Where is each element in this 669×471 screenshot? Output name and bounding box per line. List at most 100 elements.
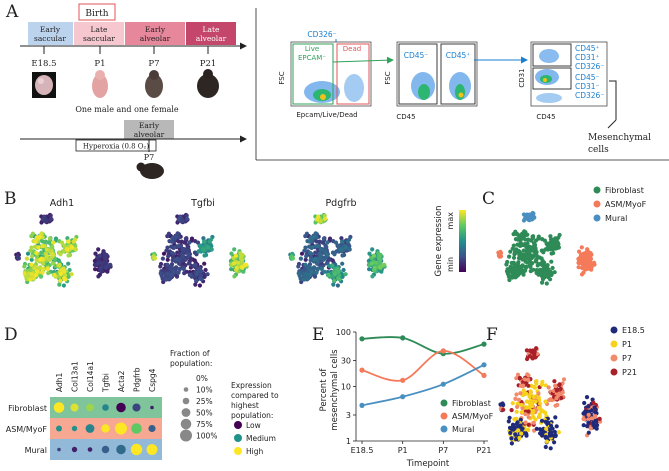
umap-cell [546, 267, 551, 272]
umap-cell [311, 266, 316, 271]
chart-series-line [361, 336, 485, 355]
umap-cell [525, 241, 530, 246]
umap-cell [529, 383, 534, 388]
chart-y-tick-label: 3 [346, 411, 351, 420]
umap-cell [340, 261, 345, 266]
umap-cell [498, 254, 504, 259]
umap-cell [29, 262, 34, 267]
umap-cell [73, 244, 78, 249]
umap-cell [546, 385, 551, 390]
umap-cell [45, 266, 50, 272]
chart-legend-mural-dot [440, 425, 448, 433]
umap-cell [310, 245, 315, 250]
umap-cell [326, 272, 331, 277]
umap-cell [98, 265, 103, 270]
facs1-dead-label: Dead [343, 45, 361, 53]
umap-cell [308, 258, 313, 263]
umap-cell [29, 254, 35, 259]
umap-cell [347, 244, 352, 249]
gene-umap-panel: Adh1 Tgfbi Pdgfrb Gene expression min ma… [14, 198, 466, 288]
umap-cell [185, 216, 190, 221]
facs1-live-label: Live EPCAM⁻ [298, 45, 326, 62]
umap-cell [187, 240, 192, 245]
facs2-gate-right-label: CD45⁺ [446, 51, 471, 60]
stage-late-saccular [74, 22, 124, 45]
umap-cell [319, 266, 324, 272]
umap-cell [303, 257, 308, 262]
umap-cell [181, 266, 186, 272]
umap-cell [511, 255, 517, 260]
fraction-legend-label: 100% [196, 432, 217, 441]
umap-cell [36, 245, 41, 250]
umap-cell [589, 412, 594, 417]
umap-cell [167, 276, 172, 281]
umap-cell [524, 216, 529, 221]
umap-cell [100, 260, 105, 265]
legend-p21: P21 [622, 368, 637, 377]
umap-cell [231, 261, 237, 266]
umap-cell [71, 239, 76, 244]
umap-cell [554, 388, 560, 393]
umap-cell [531, 414, 536, 420]
umap-cell [543, 399, 548, 404]
umap-cell [340, 253, 345, 258]
timepoint-e185: E18.5 [31, 59, 56, 69]
umap-cell [180, 253, 185, 259]
umap-cell [170, 258, 175, 263]
umap-cell [197, 248, 202, 253]
fraction-legend-dot [181, 408, 191, 417]
umap-cell [195, 240, 201, 245]
umap-cell [515, 404, 520, 409]
dotplot-dot [55, 425, 63, 432]
umap-cell [336, 243, 341, 248]
facs2-xlabel: CD45 [396, 113, 415, 121]
umap-cell [165, 262, 170, 267]
fraction-title: Fraction of population: [170, 349, 212, 368]
dotplot-gene-label: Col13a1 [71, 361, 80, 392]
umap-cell [372, 265, 377, 270]
dotplot-row-asm: ASM/MyoF [6, 425, 48, 434]
umap-cell [548, 234, 553, 239]
umap-cell [44, 253, 49, 259]
umap-cell [236, 260, 241, 265]
umap-cell [527, 255, 533, 260]
umap-cell [35, 269, 40, 274]
umap-cell [290, 256, 295, 261]
umap-cell [296, 271, 301, 276]
legend-p1-dot [610, 340, 618, 348]
umap-cell [514, 409, 519, 414]
early-alveolar-label: Early alveolar [134, 121, 165, 139]
chart-y-tick-label: 100 [336, 328, 351, 337]
facs3-gate-bottom-label: CD45⁻ CD31⁻ CD326⁻ [575, 73, 604, 100]
umap-cell [201, 247, 206, 252]
umap-cell [69, 245, 74, 250]
umap-cell [58, 252, 63, 257]
umap-cell [557, 382, 562, 388]
umap-cell [343, 245, 348, 250]
umap-cell [597, 416, 602, 421]
umap-cell [332, 271, 338, 277]
chart-legend-fibroblast: Fibroblast [452, 399, 491, 408]
umap-cell [583, 267, 588, 272]
umap-cell [33, 244, 38, 249]
umap-cell [543, 272, 549, 277]
umap-cell [173, 234, 178, 239]
line-chart-panel: 1 3 10 30 100 E18.5 P1 P7 P21 Percent ofmesenchy… [319, 328, 494, 469]
umap-cell [582, 400, 587, 406]
chart-data-point [359, 336, 365, 342]
pup-p1-image [92, 70, 108, 98]
umap-cell [160, 256, 165, 261]
umap-cell [514, 421, 519, 426]
umap-cell [186, 261, 191, 266]
umap-cell [556, 430, 562, 435]
umap-cell [511, 427, 516, 432]
umap-cell [318, 247, 323, 252]
dotplot-gene-labels: Adh1 Col13a1 Col14a1 Tgfbi Acta2 Pdgfrb Cspg4 [55, 361, 157, 393]
umap-cell [333, 240, 339, 245]
dotplot-gene-label: Cspg4 [148, 368, 157, 392]
umap-cell [180, 247, 185, 252]
dotplot-row-mural: Mural [25, 446, 47, 455]
umap-cell [520, 409, 525, 415]
chart-xlabel: Timepoint [406, 459, 450, 469]
panel-label-a: A [5, 2, 19, 22]
